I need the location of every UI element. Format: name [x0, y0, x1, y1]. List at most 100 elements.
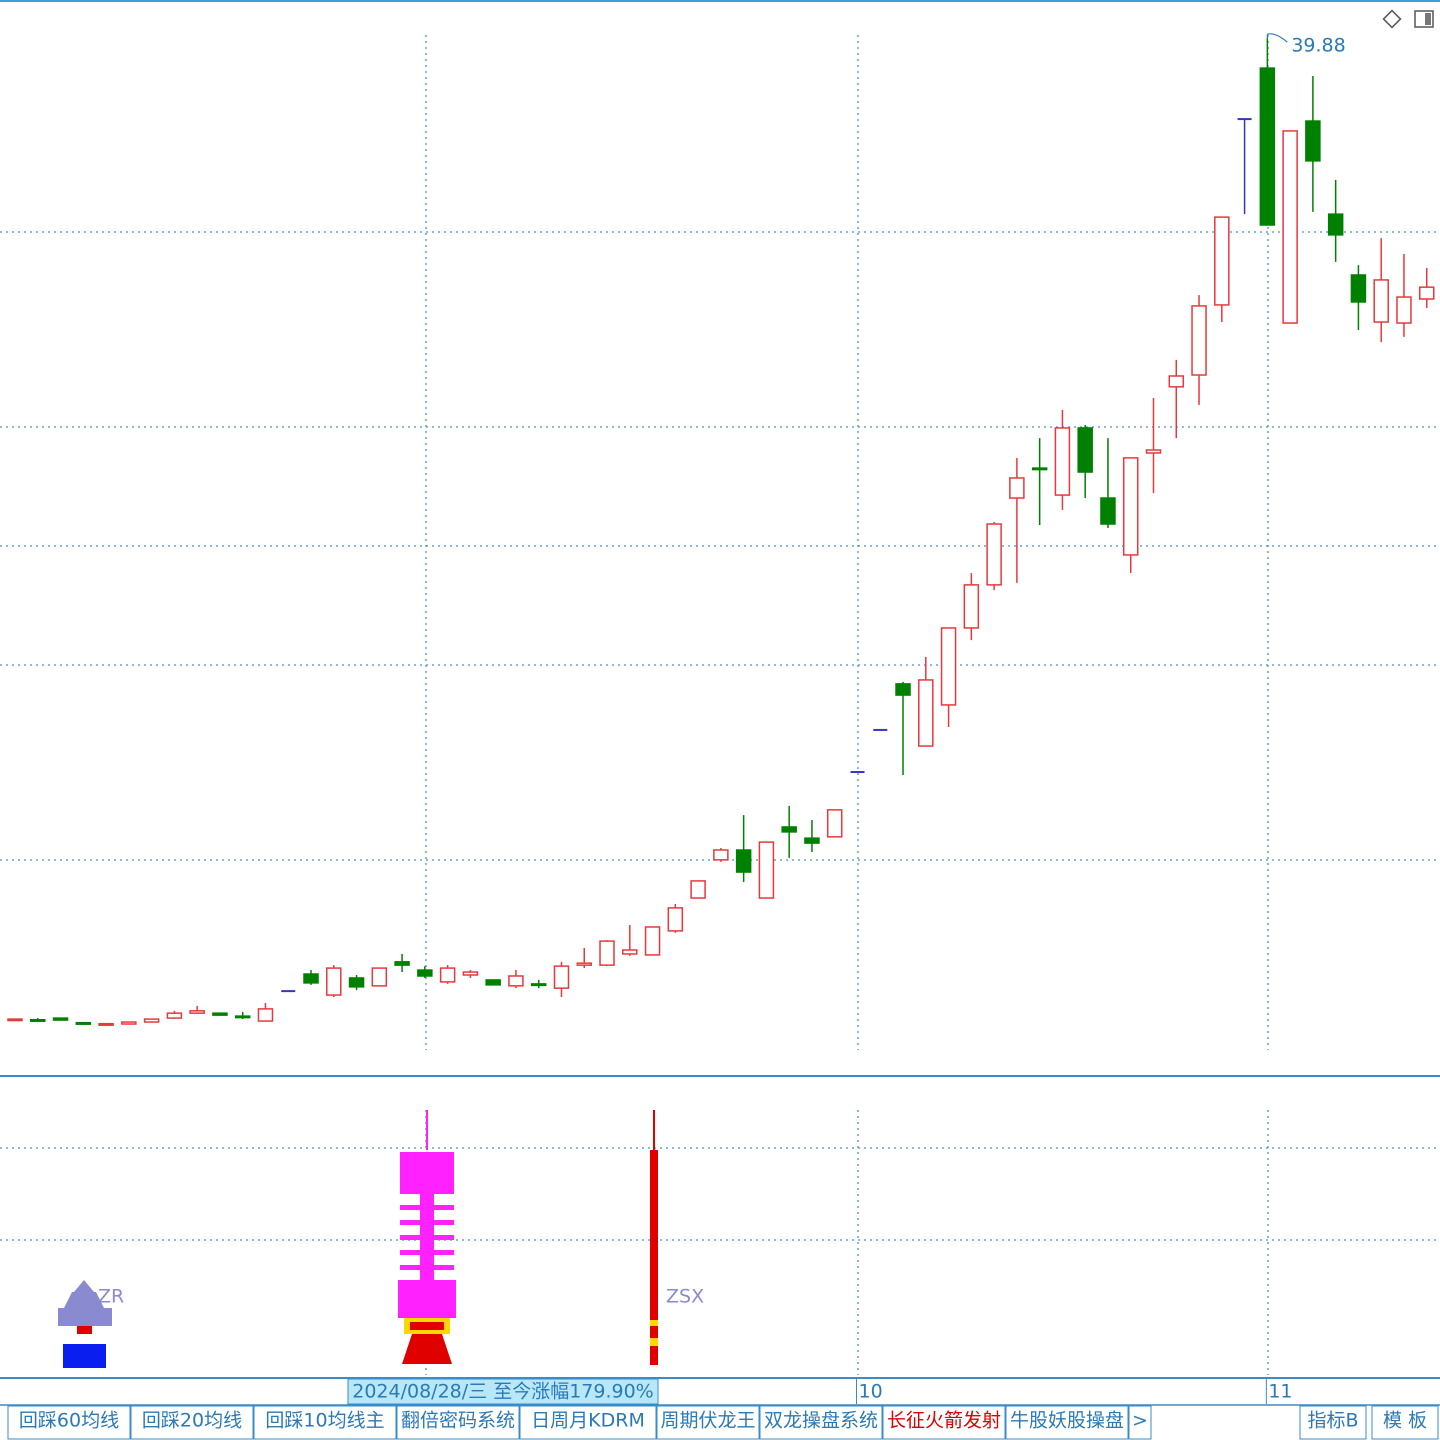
candle-body: [1077, 427, 1093, 473]
toolbar-icons: [1382, 9, 1434, 29]
candle-body: [30, 1018, 46, 1022]
candle-body: [348, 977, 365, 988]
x-tick-label: 10: [858, 1381, 882, 1403]
candle-body: [371, 967, 388, 987]
candle-body: [1350, 274, 1367, 303]
tab[interactable]: [253, 1405, 397, 1440]
candle-body: [599, 940, 615, 966]
diamond-icon[interactable]: [1382, 9, 1402, 29]
candle-body: [781, 826, 797, 833]
tab[interactable]: [130, 1405, 254, 1440]
tab-bar: 回踩60均线 回踩20均线 回踩10均线主 翻倍密码系统 日周月KDRM 周期伏龙王 双龙操…: [7, 1405, 1439, 1440]
tower-ring: [400, 1205, 454, 1210]
indicator-shapes: [58, 1110, 658, 1368]
tab-label: 翻倍密码系统: [401, 1410, 515, 1432]
candle-body: [1418, 286, 1435, 300]
candle-body: [7, 1018, 23, 1022]
candle-body: [735, 849, 752, 873]
candle-body: [508, 975, 524, 987]
candle-body: [1168, 375, 1185, 388]
candle-body: [485, 979, 501, 986]
candle-body: [644, 926, 661, 956]
tab-label: >: [1132, 1410, 1148, 1432]
candle-body: [622, 949, 638, 955]
tab[interactable]: [1128, 1405, 1152, 1440]
candle-body: [1305, 120, 1321, 162]
candle-body: [918, 679, 934, 747]
indicator-label: ZR: [98, 1286, 124, 1308]
tab[interactable]: [1299, 1405, 1367, 1440]
tower-ring: [400, 1220, 454, 1225]
blue-block: [63, 1344, 106, 1368]
candle-body: [1214, 216, 1230, 306]
tower-ring: [400, 1235, 454, 1240]
tab-label: 长征火箭发射: [887, 1410, 1001, 1432]
tab-label: 回踩20均线: [142, 1410, 242, 1432]
candle-body: [1327, 213, 1344, 236]
bar-red: [650, 1326, 658, 1338]
candle-body: [530, 983, 547, 987]
candle-body: [189, 1010, 205, 1014]
candle-body: [326, 967, 342, 996]
tab[interactable]: [759, 1405, 883, 1440]
info-box: [347, 1378, 659, 1405]
tab-label: 周期伏龙王: [660, 1410, 755, 1432]
tab[interactable]: [1371, 1405, 1439, 1440]
candle-body: [303, 973, 319, 984]
tab[interactable]: [519, 1405, 657, 1440]
candle-body: [1373, 279, 1389, 323]
panel-icon-part: [1425, 13, 1431, 25]
tab[interactable]: [7, 1405, 131, 1440]
candle-body: [166, 1012, 183, 1019]
tower-ring: [400, 1250, 454, 1255]
tower-base: [398, 1280, 456, 1318]
candle-body: [1031, 467, 1048, 471]
tab-label: 指标B: [1307, 1410, 1358, 1432]
candle-body: [257, 1008, 274, 1022]
candle-body: [98, 1022, 114, 1026]
candle-body: [895, 683, 911, 696]
candle-body: [1054, 427, 1071, 496]
candle-body: [940, 627, 957, 706]
tab-label: 回踩10均线主: [265, 1410, 384, 1432]
candle-body: [826, 809, 843, 838]
tab[interactable]: [882, 1405, 1006, 1440]
tab-label: 日周月KDRM: [531, 1410, 645, 1432]
candle-body: [462, 971, 479, 976]
indicator-label: ZSX: [666, 1286, 704, 1308]
tab-label: 模 板: [1383, 1410, 1427, 1432]
bell-top: [74, 1280, 94, 1292]
candle-body: [1396, 296, 1412, 324]
candle-body: [758, 841, 775, 899]
info-label: 2024/08/28/三 至今涨幅179.90%: [352, 1381, 654, 1403]
candle-body: [212, 1012, 228, 1016]
x-tick-label: 11: [1268, 1381, 1292, 1403]
candle-body: [690, 880, 706, 899]
candle-body: [121, 1021, 137, 1025]
tab[interactable]: [396, 1405, 520, 1440]
bell-base: [58, 1308, 112, 1326]
candle-body: [75, 1021, 92, 1025]
tab-label: 牛股妖股操盘: [1010, 1410, 1124, 1432]
bell-dot: [77, 1326, 92, 1334]
peak-label: 39.88: [1291, 35, 1345, 57]
tab-label: 回踩60均线: [19, 1410, 119, 1432]
candle-body: [1259, 67, 1276, 226]
candle-body: [1191, 305, 1207, 376]
bell-mid: [64, 1292, 104, 1308]
tower-ring: [400, 1265, 454, 1270]
red-bar: [650, 1150, 658, 1365]
candle-body: [804, 837, 820, 844]
peak-marker: [1266, 33, 1288, 43]
candle-body: [1122, 457, 1139, 556]
tower-foot: [402, 1334, 452, 1364]
tower-top: [400, 1152, 454, 1194]
tab-label: 双龙操盘系统: [764, 1410, 878, 1432]
candle-body: [553, 965, 570, 989]
tab[interactable]: [1005, 1405, 1129, 1440]
candle-body: [576, 962, 592, 966]
tab[interactable]: [656, 1405, 760, 1440]
candle-body: [1145, 449, 1162, 454]
panel-icon[interactable]: [1414, 10, 1434, 28]
candle-body: [1009, 477, 1025, 499]
